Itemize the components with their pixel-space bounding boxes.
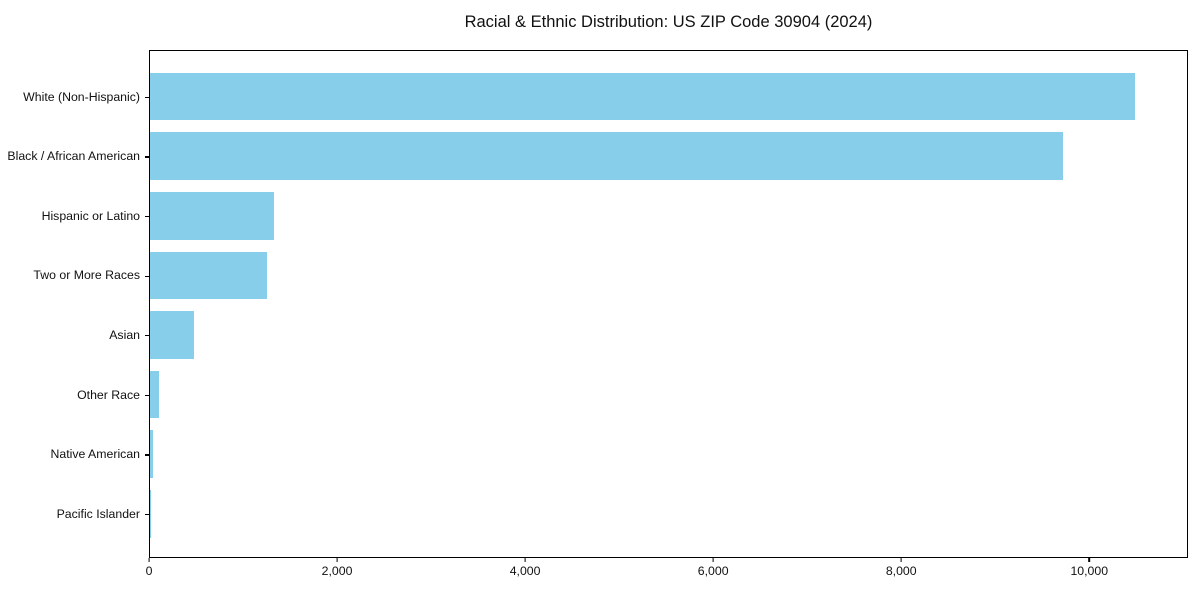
- bar-row-black-african-american: [150, 126, 1187, 186]
- bar-row-asian: [150, 305, 1187, 365]
- bar-black-african-american: [150, 132, 1064, 180]
- y-row-asian: Asian: [0, 305, 149, 365]
- x-tick-mark: [336, 558, 338, 562]
- y-tick-mark: [145, 96, 149, 98]
- bar-other-race: [150, 370, 159, 419]
- y-tick-mark: [145, 454, 149, 456]
- bar-native-american: [150, 430, 153, 478]
- y-tick-mark: [145, 275, 149, 277]
- x-tick-label: 10,000: [1070, 564, 1109, 578]
- y-tick-mark: [145, 513, 149, 516]
- x-tick-6-000: 6,000: [698, 558, 729, 577]
- y-tick-mark: [145, 156, 149, 158]
- x-tick-4-000: 4,000: [509, 558, 541, 578]
- y-row-other-race: Other Race: [0, 365, 149, 425]
- x-tick-label: 6,000: [697, 564, 729, 578]
- y-tick-label: Black / African American: [7, 149, 140, 164]
- x-tick-mark: [712, 558, 714, 562]
- y-row-pacific-islander: Pacific Islander: [0, 484, 149, 544]
- bar-two-or-more-races: [150, 251, 268, 300]
- bar-pacific-islander: [150, 489, 151, 538]
- y-row-white-non-hispanic: White (Non-Hispanic): [0, 67, 149, 127]
- chart-body: White (Non-Hispanic) Black / African Amer…: [0, 50, 1188, 558]
- x-tick-label: 0: [145, 564, 153, 578]
- x-tick-mark: [900, 558, 902, 562]
- x-tick-2-000: 2,000: [321, 558, 353, 578]
- y-tick-label: White (Non-Hispanic): [23, 89, 140, 104]
- bar-row-native-american: [150, 424, 1187, 484]
- y-tick-label: Two or More Races: [33, 268, 140, 283]
- chart-title: Racial & Ethnic Distribution: US ZIP Cod…: [464, 13, 873, 31]
- x-tick-label: 2,000: [321, 564, 353, 578]
- y-tick-label: Other Race: [77, 387, 140, 402]
- bar-row-other-race: [150, 365, 1187, 425]
- y-tick-label: Asian: [109, 328, 140, 343]
- y-row-black-african-american: Black / African American: [0, 127, 149, 187]
- x-tick-8-000: 8,000: [886, 558, 917, 577]
- x-tick-mark: [1088, 558, 1090, 562]
- x-tick-10-000: 10,000: [1070, 558, 1108, 577]
- plot-area: [149, 50, 1188, 558]
- y-row-native-american: Native American: [0, 425, 149, 485]
- bar-row-hispanic-or-latino: [150, 186, 1187, 246]
- bar-row-two-or-more-races: [150, 246, 1187, 306]
- y-tick-mark: [145, 394, 149, 396]
- y-tick-mark: [145, 335, 149, 337]
- bar-hispanic-or-latino: [150, 191, 274, 240]
- y-tick-label: Pacific Islander: [56, 506, 140, 521]
- x-tick-mark: [524, 558, 526, 562]
- bar-row-pacific-islander: [150, 484, 1187, 544]
- y-row-two-or-more-races: Two or More Races: [0, 246, 149, 306]
- x-tick-0: 0: [145, 558, 153, 578]
- bar-white-non-hispanic: [150, 72, 1136, 121]
- x-axis: 0 2,000 4,000 6,000 8,000 10,000: [145, 558, 1188, 588]
- y-axis-labels: White (Non-Hispanic) Black / African Amer…: [0, 50, 149, 558]
- bar-asian: [150, 311, 195, 359]
- x-tick-mark: [148, 558, 150, 562]
- bars-container: [150, 51, 1187, 557]
- y-row-hispanic-or-latino: Hispanic or Latino: [0, 186, 149, 246]
- y-tick-mark: [145, 215, 149, 218]
- y-tick-label: Native American: [50, 447, 140, 462]
- x-tick-label: 4,000: [509, 564, 541, 578]
- x-tick-label: 8,000: [885, 564, 917, 578]
- y-tick-label: Hispanic or Latino: [41, 208, 140, 223]
- bar-row-white-non-hispanic: [150, 67, 1187, 127]
